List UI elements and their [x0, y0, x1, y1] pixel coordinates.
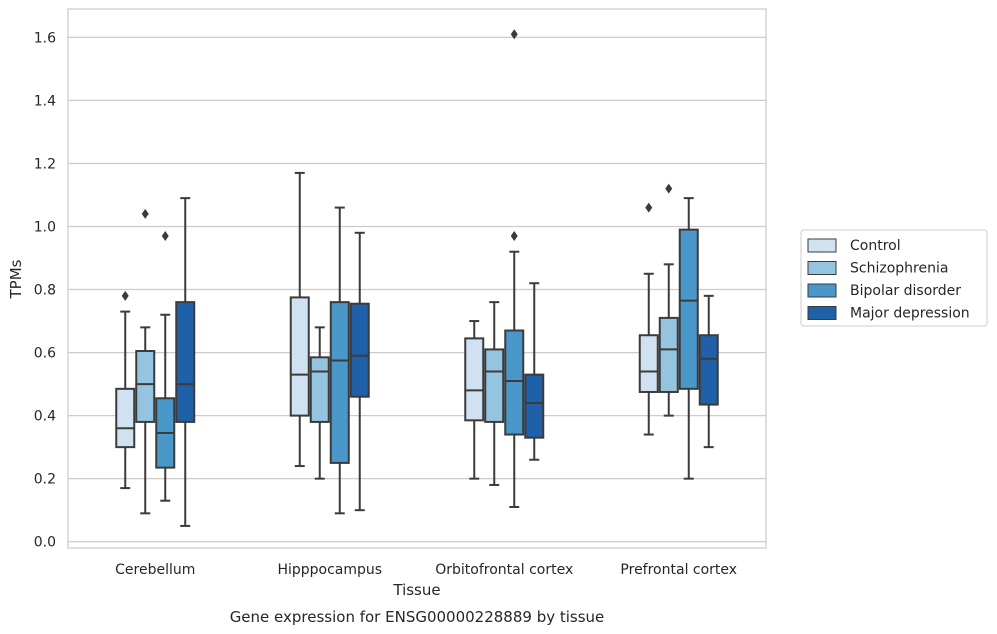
y-tick-label: 1.2 [34, 156, 56, 172]
legend-swatch [807, 283, 837, 298]
iqr-box [289, 296, 310, 417]
box-control [638, 202, 659, 436]
outlier-point [141, 208, 149, 219]
legend-label: Bipolar disorder [850, 283, 961, 299]
y-tick-label: 1.4 [34, 93, 56, 109]
outlier-point [665, 183, 673, 194]
y-tick-label: 0.4 [34, 409, 56, 425]
chart-caption: Gene expression for ENSG00000228889 by t… [230, 608, 605, 626]
box-major-depression [524, 282, 545, 461]
iqr-box [309, 356, 330, 423]
x-tick-label: Hipppocampus [277, 562, 382, 578]
legend: Control Schizophrenia Bipolar disorder Majo… [800, 229, 988, 327]
y-tick-label: 0.6 [34, 346, 56, 362]
box-schizophrenia [309, 326, 330, 480]
y-tick-label: 0.8 [34, 283, 56, 299]
iqr-box [504, 329, 525, 436]
iqr-box [658, 316, 679, 393]
x-axis-ticks: Cerebellum Hipppocampus Orbitofrontal cort… [115, 562, 737, 578]
boxes [115, 29, 719, 527]
iqr-box [175, 301, 196, 423]
y-tick-label: 0.0 [34, 535, 56, 551]
y-tick-label: 1.6 [34, 30, 56, 46]
box-major-depression [349, 231, 370, 512]
x-axis-label: Tissue [392, 581, 440, 599]
box-bipolar-disorder [329, 206, 350, 515]
iqr-box [484, 348, 505, 423]
y-axis-label: TPMs [7, 259, 25, 299]
outlier-point [510, 29, 518, 40]
x-tick-label: Orbitofrontal cortex [435, 562, 573, 578]
y-tick-label: 0.2 [34, 472, 56, 488]
box-schizophrenia [658, 183, 679, 417]
iqr-box [678, 228, 699, 390]
iqr-box [135, 349, 156, 423]
outlier-point [161, 230, 169, 241]
iqr-box [638, 334, 659, 393]
outlier-point [510, 230, 518, 241]
plot-frame [67, 8, 767, 549]
iqr-box [698, 334, 719, 406]
iqr-box [329, 301, 350, 464]
box-control [289, 171, 310, 468]
iqr-box [464, 337, 485, 422]
legend-frame [800, 229, 988, 327]
outlier-point [121, 290, 129, 301]
box-major-depression [698, 294, 719, 449]
box-schizophrenia [135, 208, 156, 515]
legend-label: Control [850, 238, 901, 254]
legend-label: Major depression [850, 306, 970, 322]
iqr-box [115, 387, 136, 449]
legend-swatch [807, 306, 837, 320]
iqr-box [524, 373, 545, 439]
outlier-point [645, 202, 653, 213]
box-bipolar-disorder [504, 29, 525, 509]
y-axis-ticks: 0.0 0.2 0.4 0.6 0.8 1.0 1.2 1.4 1.6 [34, 30, 56, 550]
legend-swatch [807, 238, 837, 253]
box-bipolar-disorder [678, 197, 699, 480]
x-tick-label: Cerebellum [115, 562, 195, 578]
box-major-depression [175, 197, 196, 527]
iqr-box [349, 302, 370, 398]
box-schizophrenia [484, 301, 505, 486]
x-tick-label: Prefrontal cortex [620, 562, 737, 578]
y-tick-label: 1.0 [34, 219, 56, 235]
box-control [115, 290, 136, 490]
legend-swatch [807, 261, 837, 275]
legend-label: Schizophrenia [850, 261, 948, 277]
box-control [464, 320, 485, 480]
box-bipolar-disorder [155, 230, 176, 502]
